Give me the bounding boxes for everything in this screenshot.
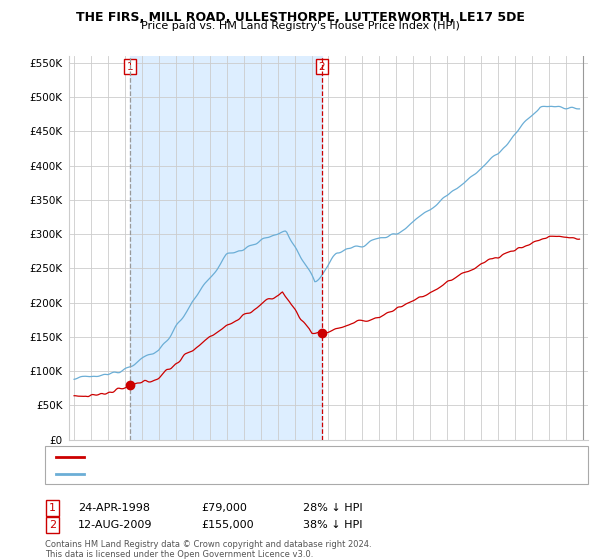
Text: HPI: Average price, detached house, Harborough: HPI: Average price, detached house, Harb… bbox=[90, 469, 329, 479]
Text: £79,000: £79,000 bbox=[201, 503, 247, 513]
Text: THE FIRS, MILL ROAD, ULLESTHORPE, LUTTERWORTH, LE17 5DE: THE FIRS, MILL ROAD, ULLESTHORPE, LUTTER… bbox=[76, 11, 524, 24]
Text: 24-APR-1998: 24-APR-1998 bbox=[78, 503, 150, 513]
Text: £155,000: £155,000 bbox=[201, 520, 254, 530]
Text: Price paid vs. HM Land Registry's House Price Index (HPI): Price paid vs. HM Land Registry's House … bbox=[140, 21, 460, 31]
Text: 12-AUG-2009: 12-AUG-2009 bbox=[78, 520, 152, 530]
Bar bbox=[130, 56, 322, 440]
Text: 2: 2 bbox=[319, 62, 325, 72]
Text: 1: 1 bbox=[127, 62, 133, 72]
Text: THE FIRS, MILL ROAD, ULLESTHORPE, LUTTERWORTH, LE17 5DE (detached house): THE FIRS, MILL ROAD, ULLESTHORPE, LUTTER… bbox=[90, 452, 493, 462]
Text: 28% ↓ HPI: 28% ↓ HPI bbox=[303, 503, 362, 513]
Text: 38% ↓ HPI: 38% ↓ HPI bbox=[303, 520, 362, 530]
Text: 1: 1 bbox=[49, 503, 56, 513]
Text: 2: 2 bbox=[49, 520, 56, 530]
Text: Contains HM Land Registry data © Crown copyright and database right 2024.
This d: Contains HM Land Registry data © Crown c… bbox=[45, 540, 371, 559]
